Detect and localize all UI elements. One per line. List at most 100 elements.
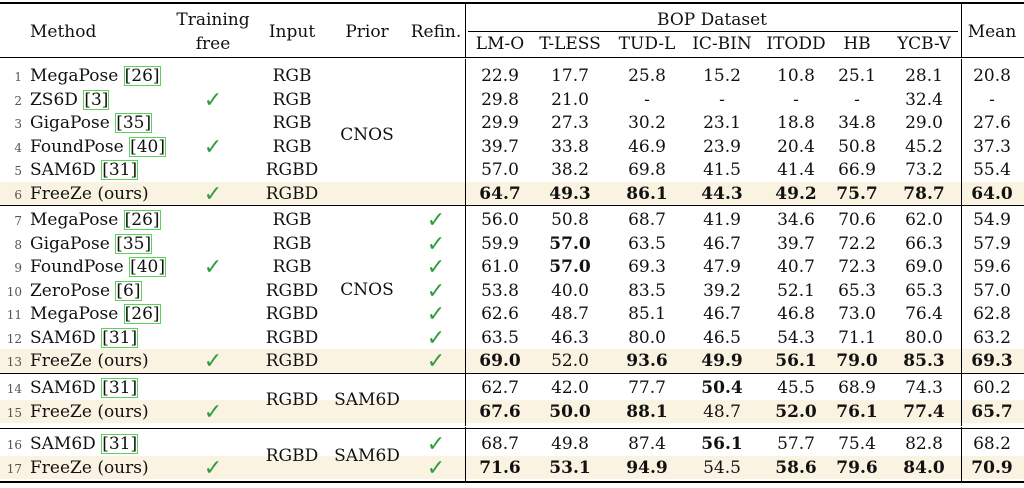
- score-t-less: 33.8: [551, 136, 589, 157]
- score-t-less: 40.0: [551, 280, 589, 301]
- score-ic-bin: 41.9: [703, 210, 741, 230]
- score-t-less: 21.0: [551, 89, 589, 110]
- row-number: 4: [14, 140, 22, 155]
- score-mean: 59.6: [973, 257, 1011, 277]
- refinement-check-icon: ✓: [426, 302, 446, 327]
- bop-subrule: [468, 31, 958, 32]
- score-ic-bin: 39.2: [703, 280, 741, 301]
- score-hb: 71.1: [838, 327, 876, 348]
- citation-link[interactable]: [35]: [115, 233, 153, 254]
- score-itodd: 52.1: [777, 280, 815, 301]
- refinement-check-icon: ✓: [426, 278, 446, 304]
- score-itodd: 20.4: [777, 136, 815, 157]
- score-lm-o: 67.6: [479, 401, 521, 422]
- score-ic-bin: 47.9: [703, 257, 741, 277]
- row-number: 9: [14, 261, 22, 275]
- score-mean: 57.0: [973, 280, 1011, 301]
- score-mean: 27.6: [973, 113, 1011, 133]
- row-number: 12: [6, 331, 22, 346]
- row-number: 13: [6, 355, 22, 369]
- score-tud-l: 86.1: [626, 183, 668, 204]
- row-number: 1: [14, 70, 22, 84]
- score-tud-l: -: [644, 89, 650, 110]
- row-number: 17: [6, 461, 22, 476]
- score-mean: 55.4: [973, 160, 1011, 180]
- refinement-check-icon: ✓: [426, 208, 446, 233]
- method-label: SAM6D: [30, 434, 102, 454]
- score-t-less: 50.0: [549, 401, 591, 422]
- score-tud-l: 77.7: [628, 378, 666, 398]
- score-t-less: 46.3: [551, 327, 589, 348]
- method-name: SAM6D [31]: [30, 160, 139, 180]
- score-tud-l: 69.3: [628, 257, 666, 277]
- citation-link[interactable]: [26]: [123, 210, 161, 230]
- header-dataset-t-less: T-LESS: [539, 34, 601, 54]
- input-modality: RGB: [272, 210, 312, 230]
- citation-link[interactable]: [26]: [123, 304, 161, 324]
- top-rule: [0, 2, 1024, 4]
- citation-link[interactable]: [26]: [123, 66, 161, 86]
- method-name: ZeroPose [6]: [30, 280, 142, 301]
- input-modality: RGBD: [265, 280, 319, 301]
- method-label: GigaPose: [30, 113, 116, 133]
- score-hb: 68.9: [838, 378, 876, 398]
- score-tud-l: 63.5: [628, 233, 666, 254]
- header-dataset-tud-l: TUD-L: [618, 34, 676, 54]
- refinement-check-icon: ✓: [426, 349, 446, 374]
- row-number: 16: [6, 438, 22, 452]
- score-ic-bin: 49.9: [701, 351, 743, 371]
- score-t-less: 52.0: [551, 351, 589, 371]
- header-rule: [0, 57, 1024, 59]
- method-name: SAM6D [31]: [30, 378, 139, 398]
- refinement-check-icon: ✓: [426, 255, 446, 280]
- score-hb: 73.0: [838, 304, 876, 324]
- column-divider: [961, 59, 962, 208]
- citation-link[interactable]: [35]: [115, 113, 153, 133]
- citation-link[interactable]: [31]: [101, 434, 139, 454]
- citation-link[interactable]: [31]: [101, 378, 139, 398]
- group-prior: CNOS: [340, 124, 394, 145]
- citation-link[interactable]: [3]: [83, 89, 110, 110]
- method-name: FreeZe (ours): [30, 351, 149, 371]
- input-modality: RGBD: [265, 183, 319, 204]
- training-free-check-icon: ✓: [203, 181, 223, 207]
- header-dataset-hb: HB: [843, 34, 871, 54]
- score-mean: 65.7: [971, 401, 1013, 422]
- citation-link[interactable]: [6]: [115, 280, 142, 301]
- citation-link[interactable]: [31]: [101, 160, 139, 180]
- citation-link[interactable]: [31]: [101, 327, 139, 348]
- citation-link[interactable]: [40]: [129, 257, 166, 277]
- score-tud-l: 85.1: [628, 304, 666, 324]
- input-modality: RGB: [272, 136, 312, 157]
- row-number: 14: [6, 382, 22, 396]
- method-name: FreeZe (ours): [30, 457, 149, 478]
- score-itodd: 46.8: [777, 304, 815, 324]
- score-lm-o: 62.6: [481, 304, 519, 324]
- column-divider: [465, 203, 466, 376]
- score-ic-bin: 15.2: [703, 66, 741, 86]
- score-itodd: 34.6: [777, 210, 815, 230]
- citation-link[interactable]: [40]: [129, 136, 166, 157]
- score-ycb-v: 69.0: [905, 257, 943, 277]
- score-ycb-v: 74.3: [905, 378, 943, 398]
- training-free-check-icon: ✓: [203, 349, 223, 374]
- score-ycb-v: 32.4: [905, 89, 943, 110]
- column-divider: [961, 371, 962, 426]
- score-ic-bin: 46.7: [703, 304, 741, 324]
- score-tud-l: 69.8: [628, 160, 666, 180]
- training-free-check-icon: ✓: [203, 134, 223, 160]
- score-itodd: 45.5: [777, 378, 815, 398]
- row-number: 5: [14, 164, 22, 178]
- score-ycb-v: 82.8: [905, 434, 943, 454]
- score-mean: -: [989, 89, 995, 110]
- score-tud-l: 80.0: [628, 327, 666, 348]
- score-mean: 68.2: [973, 434, 1011, 454]
- score-hb: 70.6: [838, 210, 876, 230]
- method-name: GigaPose [35]: [30, 113, 153, 133]
- score-ic-bin: 46.5: [703, 327, 741, 348]
- score-lm-o: 63.5: [481, 327, 519, 348]
- column-divider: [465, 59, 466, 208]
- score-mean: 57.9: [973, 233, 1011, 254]
- score-lm-o: 61.0: [481, 257, 519, 277]
- score-t-less: 57.0: [549, 257, 591, 277]
